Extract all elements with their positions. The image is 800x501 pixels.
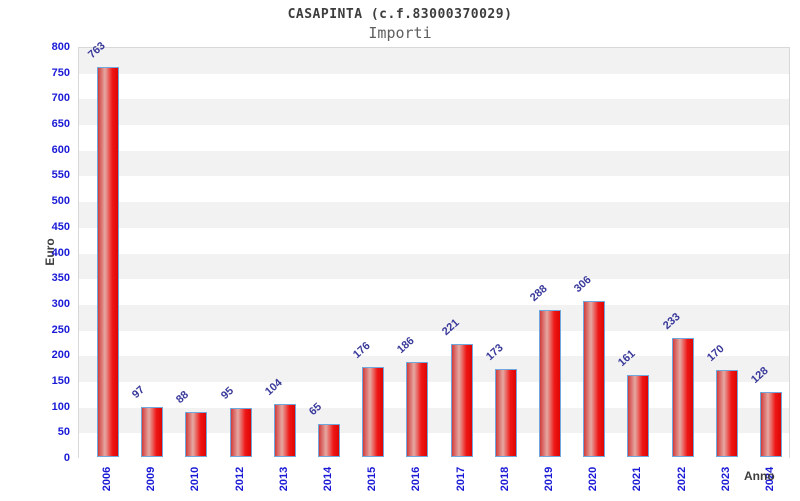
bar-2010	[185, 412, 207, 457]
grid-band	[79, 48, 789, 74]
grid-band	[79, 330, 789, 357]
chart-subtitle: Importi	[368, 24, 432, 42]
bar-2023	[716, 370, 738, 457]
y-tick-label: 0	[63, 452, 70, 464]
grid-band	[79, 202, 789, 228]
y-tick-label: 400	[51, 247, 70, 259]
grid-band	[79, 125, 789, 151]
bar-2017	[451, 344, 473, 457]
bar-2021	[627, 375, 649, 457]
x-tick-label: 2021	[631, 466, 643, 492]
y-tick-label: 600	[51, 144, 70, 156]
y-tick-label: 650	[51, 118, 70, 130]
x-tick-label: 2017	[455, 466, 467, 492]
bar-2014	[318, 424, 340, 457]
bar-2019	[539, 310, 561, 457]
grid-band	[79, 227, 789, 254]
y-tick-label: 550	[51, 169, 70, 181]
y-tick-label: 200	[51, 349, 70, 361]
grid-band	[79, 150, 789, 177]
y-tick-label: 350	[51, 272, 70, 284]
x-tick-label: 2018	[499, 466, 511, 492]
x-tick-label: 2019	[543, 466, 555, 492]
plot-area: 763 97 88 95 104 65 176 186 221 173 288 306 161 233 17…	[78, 40, 790, 459]
bar-2020	[583, 301, 605, 457]
chart-title: CASAPINTA (c.f.83000370029)	[287, 7, 513, 22]
x-axis-title: Anno	[744, 469, 775, 483]
x-tick-label: 2014	[322, 466, 334, 492]
x-tick-label: 2022	[676, 466, 688, 492]
x-tick-label: 2012	[234, 466, 246, 492]
bar-2006	[97, 67, 119, 457]
bar-2012	[230, 408, 252, 457]
x-tick-label: 2020	[587, 466, 599, 492]
bar-2016	[406, 362, 428, 457]
grid-band	[79, 381, 789, 408]
y-tick-label: 700	[51, 92, 70, 104]
grid-band	[79, 73, 789, 100]
x-tick-label: 2013	[278, 466, 290, 492]
bar-2018	[495, 369, 517, 457]
y-tick-label: 500	[51, 195, 70, 207]
grid-band	[79, 253, 789, 280]
bar-2013	[274, 404, 296, 457]
bar-2022	[672, 338, 694, 457]
y-tick-label: 750	[51, 67, 70, 79]
y-tick-label: 100	[51, 401, 70, 413]
x-tick-label: 2009	[145, 466, 157, 492]
y-tick-label: 300	[51, 298, 70, 310]
bar-2009	[141, 407, 163, 457]
x-tick-label: 2023	[720, 466, 732, 492]
grid-band	[79, 99, 789, 126]
grid-band	[79, 356, 789, 382]
bar-2015	[362, 367, 384, 457]
grid-band	[79, 304, 789, 331]
y-tick-label: 250	[51, 324, 70, 336]
x-tick-label: 2006	[101, 466, 113, 492]
y-tick-label: 800	[51, 41, 70, 53]
y-tick-label: 450	[51, 221, 70, 233]
x-tick-label: 2016	[410, 466, 422, 492]
y-tick-label: 50	[57, 426, 70, 438]
bar-2024	[760, 392, 782, 457]
x-tick-label: 2010	[189, 466, 201, 492]
y-tick-label: 150	[51, 375, 70, 387]
grid-band	[79, 279, 789, 305]
x-tick-label: 2015	[366, 466, 378, 492]
grid-band	[79, 176, 789, 203]
